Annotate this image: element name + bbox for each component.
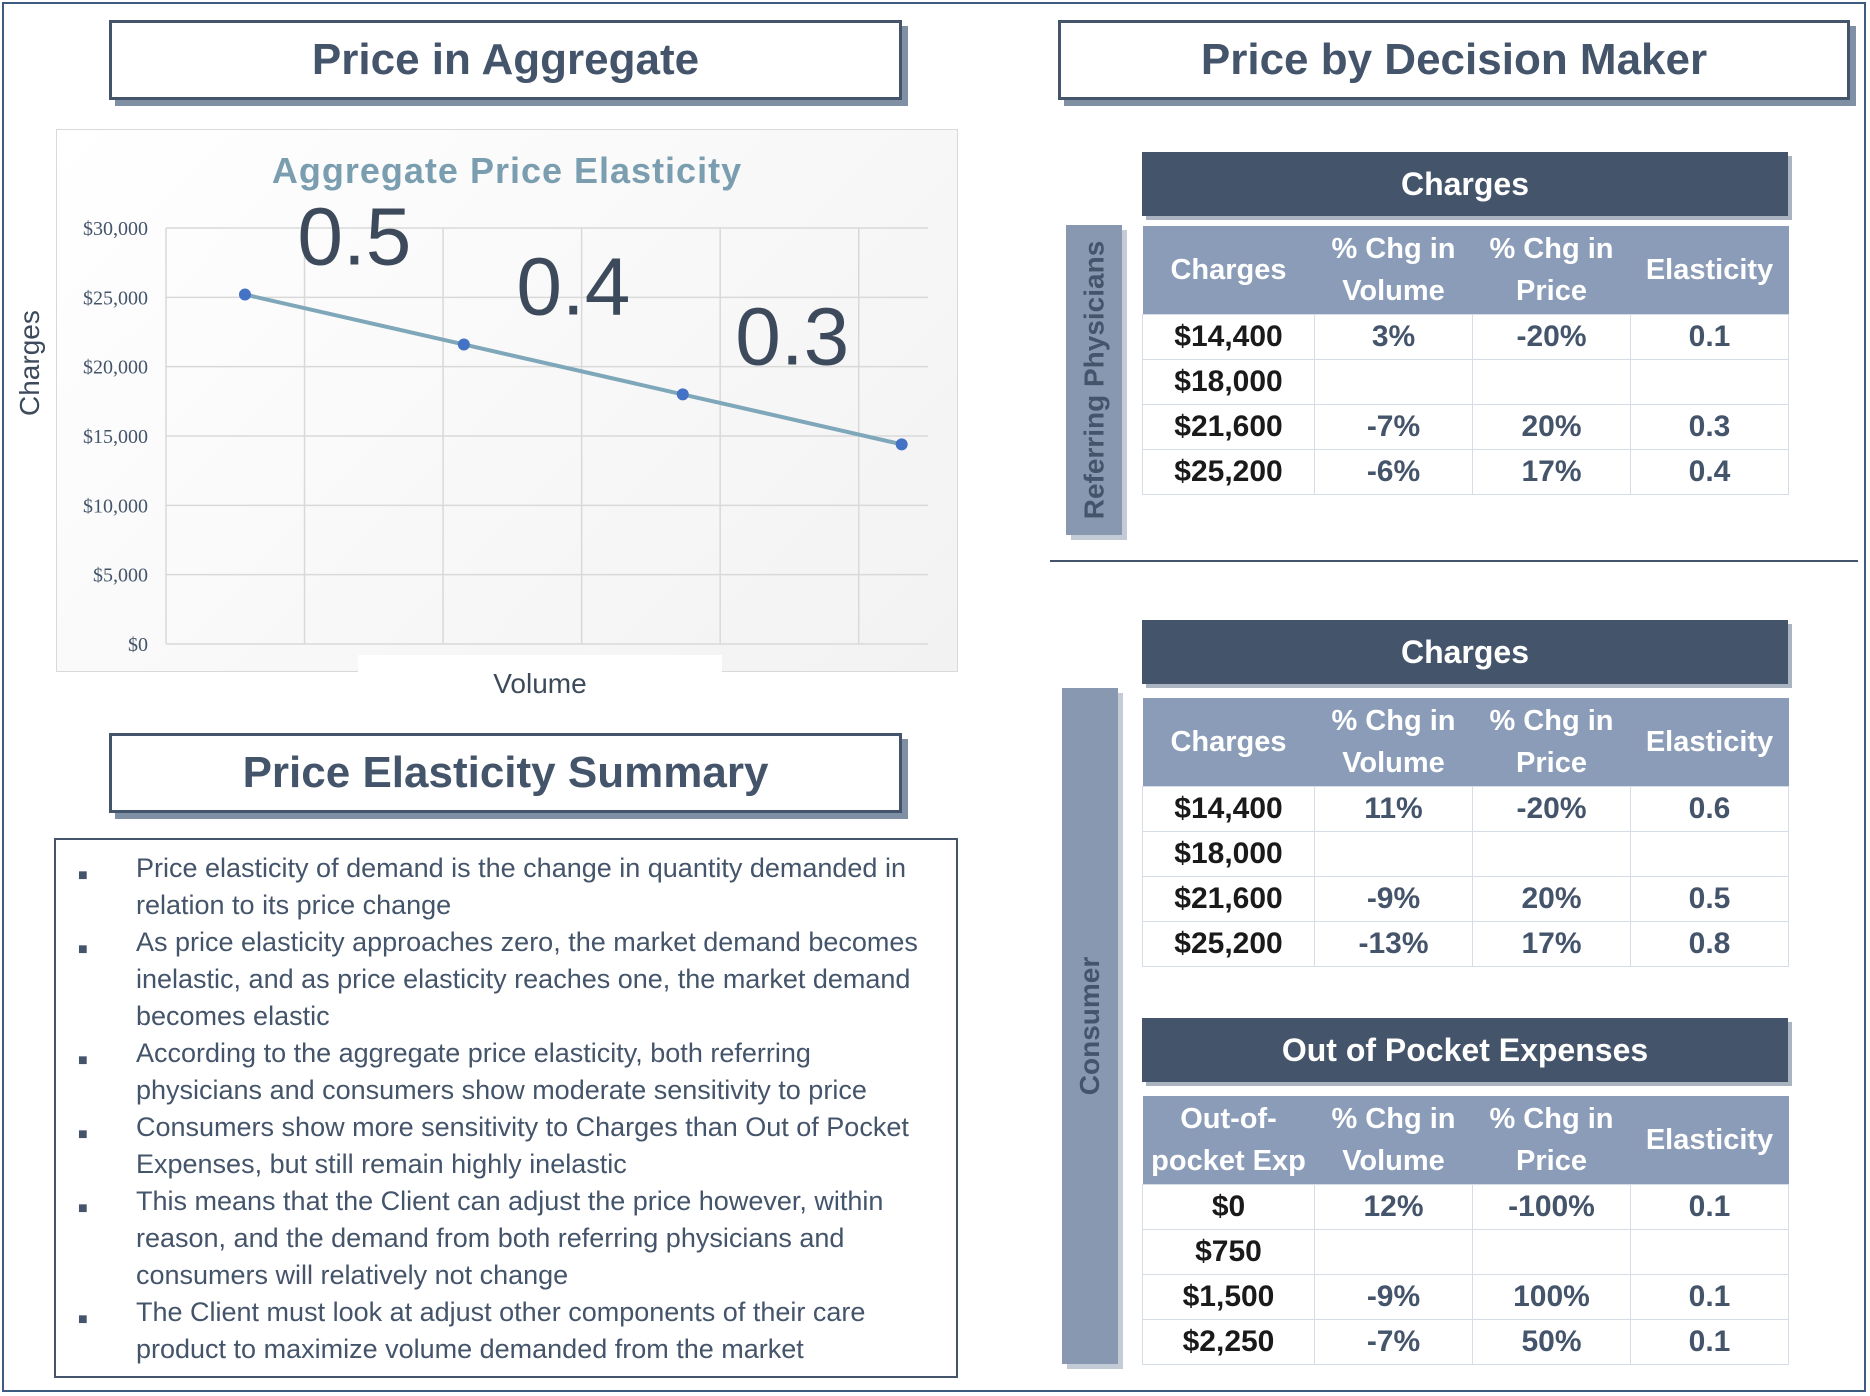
bullet-icon: ■ bbox=[78, 941, 88, 958]
y-tick-label: $15,000 bbox=[83, 426, 148, 448]
oop-table: Out-of-pocket Exp % Chg in Volume % Chg … bbox=[1142, 1096, 1789, 1365]
summary-item: ■ This means that the Client can adjust t… bbox=[78, 1186, 884, 1290]
elasticity-annotation: 0.4 bbox=[516, 241, 630, 332]
summary-item: ■ Price elasticity of demand is the chang… bbox=[78, 853, 906, 920]
summary-title: Price Elasticity Summary bbox=[109, 733, 902, 813]
y-tick-label: $20,000 bbox=[83, 357, 148, 379]
referring-table: Charges % Chg in Volume % Chg in Price E… bbox=[1142, 226, 1789, 495]
summary-item: ■ Consumers show more sensitivity to Char… bbox=[78, 1112, 909, 1179]
summary-item: ■ As price elasticity approaches zero, th… bbox=[78, 927, 918, 1031]
bullet-icon: ■ bbox=[78, 1311, 88, 1328]
table-row: $1,500 -9% 100% 0.1 bbox=[1142, 1274, 1789, 1320]
column-header: % Chg in Price bbox=[1472, 1096, 1631, 1185]
consumer-side-label: Consumer bbox=[1074, 956, 1105, 1096]
consumer-side-tab: Consumer bbox=[1062, 688, 1118, 1364]
oop-table-header: Out of Pocket Expenses bbox=[1142, 1018, 1788, 1082]
series-line bbox=[244, 292, 903, 447]
y-tick-label: $10,000 bbox=[83, 495, 148, 517]
column-header: % Chg in Price bbox=[1472, 226, 1631, 315]
referring-side-tab: Referring Physicians bbox=[1066, 225, 1122, 535]
section-divider bbox=[1050, 560, 1858, 562]
column-header: % Chg in Volume bbox=[1314, 1096, 1473, 1185]
bullet-icon: ■ bbox=[78, 1126, 88, 1143]
elasticity-chart: $0 $5,000 $10,000 $15,000 $20,000 $25,000 $30,… bbox=[83, 192, 928, 656]
y-tick-label: $0 bbox=[128, 634, 148, 656]
table-row: $18,000 bbox=[1142, 831, 1789, 877]
elasticity-annotation: 0.3 bbox=[735, 291, 849, 382]
referring-table-header: Charges bbox=[1142, 152, 1788, 216]
data-point bbox=[895, 438, 908, 451]
bullet-icon: ■ bbox=[78, 1200, 88, 1217]
y-tick-label: $25,000 bbox=[83, 287, 148, 309]
consumer-charges-table: Charges % Chg in Volume % Chg in Price E… bbox=[1142, 698, 1789, 967]
table-row: $14,400 3% -20% 0.1 bbox=[1142, 314, 1789, 360]
table-row: $18,000 bbox=[1142, 359, 1789, 405]
summary-item: ■ According to the aggregate price elasti… bbox=[78, 1038, 867, 1105]
data-point bbox=[238, 288, 251, 301]
bullet-icon: ■ bbox=[78, 1052, 88, 1069]
referring-side-label: Referring Physicians bbox=[1078, 240, 1109, 520]
column-header: Elasticity bbox=[1630, 226, 1789, 315]
data-point bbox=[676, 388, 689, 401]
consumer-charges-header: Charges bbox=[1142, 620, 1788, 684]
bullet-icon: ■ bbox=[78, 867, 88, 884]
data-point bbox=[457, 338, 470, 351]
column-header: % Chg in Volume bbox=[1314, 226, 1473, 315]
y-tick-label: $30,000 bbox=[83, 218, 148, 240]
aggregate-title: Price in Aggregate bbox=[109, 20, 902, 100]
column-header: % Chg in Volume bbox=[1314, 698, 1473, 787]
summary-box: ■ Price elasticity of demand is the chang… bbox=[54, 838, 958, 1378]
column-header: Charges bbox=[1142, 698, 1315, 787]
column-header: Elasticity bbox=[1630, 698, 1789, 787]
table-row: $21,600 -9% 20% 0.5 bbox=[1142, 876, 1789, 922]
chart-title: Aggregate Price Elasticity bbox=[271, 150, 743, 191]
table-row: $2,250 -7% 50% 0.1 bbox=[1142, 1319, 1789, 1365]
column-header: Out-of-pocket Exp bbox=[1142, 1096, 1315, 1185]
table-row: $25,200 -13% 17% 0.8 bbox=[1142, 921, 1789, 967]
summary-item: ■ The Client must look at adjust other co… bbox=[78, 1297, 866, 1364]
elasticity-annotation: 0.5 bbox=[297, 192, 411, 283]
table-row: $0 12% -100% 0.1 bbox=[1142, 1184, 1789, 1230]
table-row: $14,400 11% -20% 0.6 bbox=[1142, 786, 1789, 832]
decision-maker-title: Price by Decision Maker bbox=[1058, 20, 1850, 100]
x-axis-label: Volume bbox=[358, 655, 722, 705]
y-tick-label: $5,000 bbox=[93, 565, 148, 587]
table-row: $21,600 -7% 20% 0.3 bbox=[1142, 404, 1789, 450]
column-header: Elasticity bbox=[1630, 1096, 1789, 1185]
column-header: % Chg in Price bbox=[1472, 698, 1631, 787]
table-row: $750 bbox=[1142, 1229, 1789, 1275]
table-row: $25,200 -6% 17% 0.4 bbox=[1142, 449, 1789, 495]
column-header: Charges bbox=[1142, 226, 1315, 315]
